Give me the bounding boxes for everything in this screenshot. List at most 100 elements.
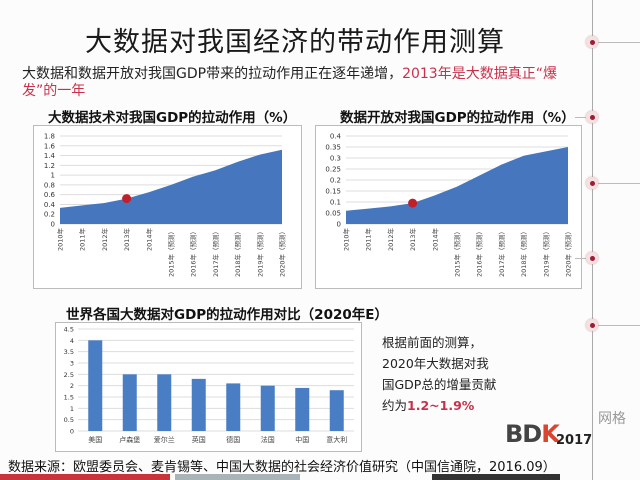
x-tick-label: 2011年 [78, 228, 87, 252]
x-tick-label: 2017年（预测） [497, 228, 506, 277]
y-tick-label: 0.3 [330, 155, 341, 163]
bar-意大利 [329, 390, 344, 431]
timeline-node[interactable] [586, 36, 598, 48]
timeline-branch [575, 117, 592, 118]
watermark: 网格 [598, 411, 626, 427]
timeline-branch [592, 183, 640, 184]
bar-中国 [295, 387, 310, 431]
bar-爱尔兰 [157, 374, 172, 431]
timeline-node[interactable] [586, 319, 598, 331]
timeline-branch [592, 42, 640, 43]
y-tick-label: 0 [70, 428, 74, 436]
note-line: 国GDP总的增量贡献 [382, 377, 497, 392]
subtitle-highlight: 2013年是大数据真正“爆发”的一年 [22, 66, 557, 99]
gdp-open-data-area-chart: 0 0.05 0.1 0.15 0.2 0.25 0.3 0.35 0.4 2010年 2011年 2… [325, 133, 573, 278]
y-tick-label: 2.5 [64, 371, 74, 379]
x-tick-label: 2016年（预测） [475, 228, 484, 277]
x-tick-label: 2015年（预测） [167, 228, 176, 277]
y-tick-label: 4 [70, 337, 74, 345]
y-tick-label: 0 [51, 221, 55, 229]
y-tick-label: 1 [51, 172, 55, 180]
bottom-strip-gray [175, 474, 300, 480]
subtitle-text: 大数据和数据开放对我国GDP带来的拉动作用正在逐年递增， [22, 66, 403, 82]
x-tick-label: 2013年 [408, 228, 417, 252]
x-tick-label: 2011年 [364, 228, 373, 252]
note-line: 约为1.2~1.9% [382, 395, 532, 416]
chart1-title: 大数据技术对我国GDP的拉动作用（%） [48, 110, 297, 126]
y-tick-label: 0.6 [44, 191, 56, 199]
area-series [60, 149, 282, 224]
slide-title: 大数据对我国经济的带动作用测算 [85, 27, 505, 58]
y-tick-label: 0.4 [330, 133, 342, 141]
timeline-node[interactable] [586, 111, 598, 123]
logo-k: K [541, 420, 560, 448]
area-series [346, 147, 568, 224]
y-tick-label: 0.1 [330, 199, 341, 207]
timeline-node[interactable] [586, 177, 598, 189]
y-tick-label: 3 [70, 360, 74, 368]
note-line: 2020年大数据对我 [382, 356, 489, 371]
x-tick-label: 2010年 [56, 228, 65, 252]
bar-美国 [88, 340, 103, 431]
note-prefix: 约为 [382, 398, 408, 413]
y-tick-label: 0.2 [44, 211, 55, 219]
highlight-marker-2013 [122, 194, 132, 204]
conclusion-note: 根据前面的测算， 2020年大数据对我 国GDP总的增量贡献 约为1.2~1.9… [382, 332, 532, 416]
x-tick-label: 2019年（预测） [541, 228, 550, 277]
country-comparison-bar-chart: 0 0.5 1 1.5 2 2.5 3 3.5 4 4.5 美国 卢森堡 爱尔兰 英国 德国 法国 中国 意大利 [64, 326, 354, 444]
x-tick-label: 2010年 [342, 228, 351, 252]
y-tick-label: 0.5 [64, 416, 74, 424]
y-tick-label: 3.5 [64, 348, 74, 356]
x-tick-label: 2017年（预测） [211, 228, 220, 277]
bottom-strip-red [0, 474, 170, 480]
x-tick-label: 2016年（预测） [189, 228, 198, 277]
x-tick-label: 2015年（预测） [453, 228, 462, 277]
y-tick-label: 0 [337, 221, 341, 229]
chart3-frame: 0 0.5 1 1.5 2 2.5 3 3.5 4 4.5 美国 卢森堡 爱尔兰 英国 德国 法国 中国 意大利 [55, 322, 362, 452]
y-tick-label: 1.6 [44, 142, 56, 150]
bdk-logo: BDK [505, 420, 560, 448]
logo-bd: BD [505, 420, 542, 448]
bar-卢森堡 [122, 374, 137, 431]
x-tick-label: 美国 [88, 435, 102, 444]
y-tick-label: 1.5 [64, 394, 74, 402]
y-tick-label: 0.05 [325, 210, 341, 218]
x-tick-label: 2018年（预测） [233, 228, 242, 277]
bottom-strip-dark [432, 474, 560, 480]
chart2-frame: 0 0.05 0.1 0.15 0.2 0.25 0.3 0.35 0.4 2010年 2011年 2… [315, 125, 582, 289]
x-tick-label: 德国 [226, 435, 240, 444]
source-footer: 数据来源：欧盟委员会、麦肯锡等、中国大数据的社会经济价值研究（中国信通院，201… [8, 460, 556, 475]
y-tick-label: 0.4 [44, 201, 56, 209]
x-tick-label: 2013年 [122, 228, 131, 252]
x-tick-label: 卢森堡 [119, 435, 140, 444]
x-tick-label: 2012年 [386, 228, 395, 252]
x-tick-label: 2018年（预测） [519, 228, 528, 277]
x-tick-label: 英国 [192, 435, 206, 444]
x-tick-label: 2020年（预测） [278, 228, 287, 277]
bar-英国 [191, 378, 206, 431]
note-highlight: 1.2~1.9% [407, 398, 475, 413]
x-tick-label: 2020年（预测） [564, 228, 573, 277]
highlight-marker-2013 [408, 198, 418, 208]
chart1-frame: 0 0.2 0.4 0.6 0.8 1 1.2 1.4 1.6 1.8 2010年 2011年 2012… [33, 125, 302, 289]
x-tick-label: 意大利 [326, 435, 347, 444]
bar-法国 [260, 385, 275, 431]
y-tick-label: 1.2 [44, 162, 55, 170]
y-tick-label: 0.15 [325, 188, 341, 196]
x-tick-label: 中国 [295, 435, 309, 444]
note-line: 根据前面的测算， [382, 335, 483, 350]
timeline-node[interactable] [586, 252, 598, 264]
x-tick-label: 2014年 [430, 228, 439, 252]
x-tick-label: 法国 [261, 435, 275, 444]
gdp-bigdata-tech-area-chart: 0 0.2 0.4 0.6 0.81 1.2 1.4 1.61.8 2010年 2011年 2012… [44, 133, 287, 278]
chart2-title: 数据开放对我国GDP的拉动作用（%） [340, 110, 575, 126]
y-tick-label: 2 [70, 382, 74, 390]
y-tick-label: 1 [70, 405, 74, 413]
timeline-branch [592, 325, 640, 326]
x-tick-label: 2014年 [144, 228, 153, 252]
x-tick-label: 2019年（预测） [255, 228, 264, 277]
y-tick-label: 0.25 [325, 166, 341, 174]
y-tick-label: 4.5 [64, 326, 74, 334]
x-tick-label: 2012年 [100, 228, 109, 252]
y-tick-label: 0.2 [330, 177, 341, 185]
